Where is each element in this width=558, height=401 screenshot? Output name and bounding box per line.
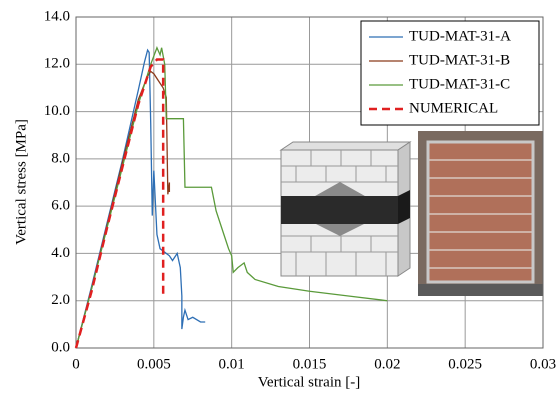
y-tick-label: 8.0: [51, 150, 70, 166]
x-tick-label: 0.015: [293, 356, 327, 372]
legend-label: TUD-MAT-31-C: [409, 76, 510, 92]
x-axis-title: Vertical strain [-]: [258, 374, 360, 390]
series-line: [75, 48, 206, 349]
legend-label: TUD-MAT-31-A: [409, 28, 511, 44]
legend-box: [360, 20, 540, 126]
y-axis-title: Vertical stress [MPa]: [13, 119, 29, 245]
x-tick-label: 0.02: [374, 356, 400, 372]
y-tick-label: 0.0: [51, 339, 70, 355]
y-tick-label: 4.0: [51, 245, 70, 261]
inset-model-image: [279, 141, 412, 277]
legend-label: NUMERICAL: [409, 100, 498, 116]
x-tick-label: 0.005: [137, 356, 171, 372]
series-line: [74, 58, 165, 349]
x-tick-label: 0.01: [219, 356, 245, 372]
x-tick-label: 0.03: [530, 356, 556, 372]
plot-frame: [75, 16, 544, 349]
y-tick-label: 12.0: [44, 56, 70, 72]
x-tick-label: 0: [72, 356, 80, 372]
y-tick-label: 6.0: [51, 198, 70, 214]
legend-label: TUD-MAT-31-B: [409, 52, 510, 68]
y-tick-label: 10.0: [44, 103, 70, 119]
y-tick-label: 2.0: [51, 292, 70, 308]
inset-photo-image: [418, 131, 543, 296]
x-tick-label: 0.025: [448, 356, 482, 372]
y-tick-label: 14.0: [44, 8, 70, 24]
